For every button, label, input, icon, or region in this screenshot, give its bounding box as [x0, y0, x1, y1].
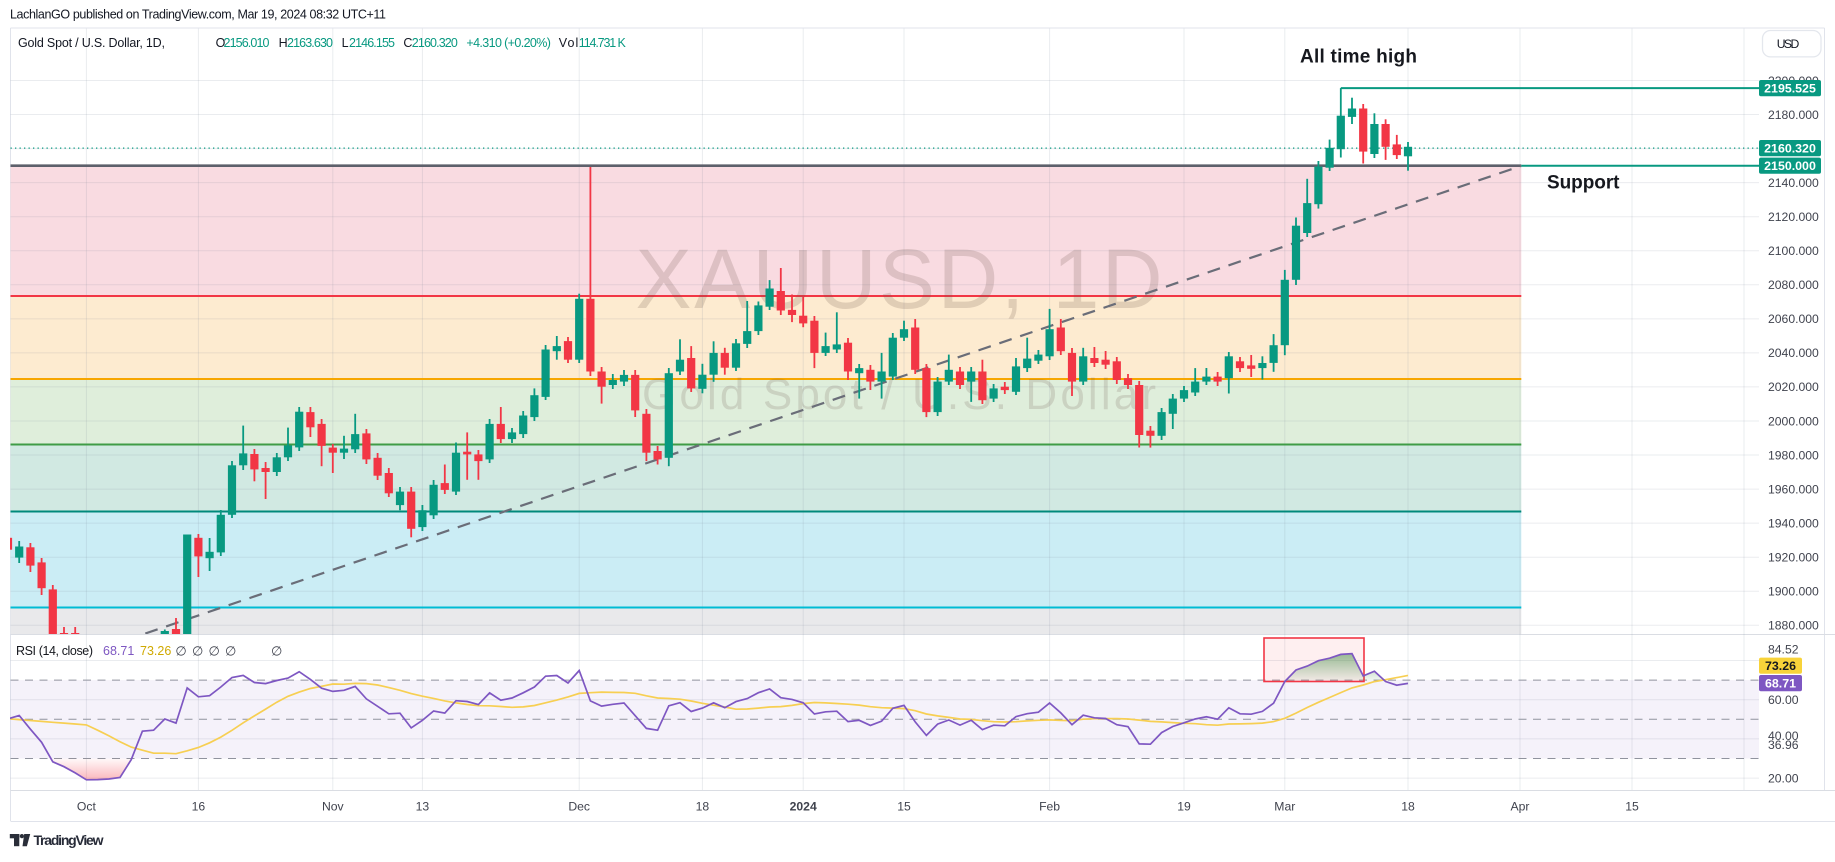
svg-text:2150.000: 2150.000 — [1764, 159, 1816, 173]
svg-text:18: 18 — [696, 800, 710, 814]
svg-text:84.52: 84.52 — [1768, 643, 1799, 657]
svg-text:Mar: Mar — [1274, 800, 1295, 814]
svg-text:40.00: 40.00 — [1768, 729, 1799, 743]
svg-text:H: H — [279, 36, 288, 50]
svg-text:2180.000: 2180.000 — [1768, 108, 1819, 122]
svg-text:All time high: All time high — [1300, 47, 1417, 68]
svg-text:C: C — [403, 36, 412, 50]
svg-text:XAUUSD, 1D: XAUUSD, 1D — [636, 232, 1163, 326]
svg-text:2040.000: 2040.000 — [1768, 346, 1819, 360]
svg-text:2156.010: 2156.010 — [224, 36, 270, 50]
svg-text:16: 16 — [192, 800, 206, 814]
svg-text:2160.320: 2160.320 — [412, 36, 458, 50]
svg-text:2160.320: 2160.320 — [1764, 142, 1816, 156]
svg-text:2120.000: 2120.000 — [1768, 210, 1819, 224]
svg-text:∅: ∅ — [271, 644, 282, 659]
svg-text:2163.630: 2163.630 — [287, 36, 333, 50]
svg-text:15: 15 — [897, 800, 911, 814]
svg-text:114.731 K: 114.731 K — [579, 36, 627, 50]
svg-text:2100.000: 2100.000 — [1768, 244, 1819, 258]
svg-text:∅: ∅ — [209, 644, 220, 659]
svg-text:Feb: Feb — [1039, 800, 1060, 814]
svg-text:1900.000: 1900.000 — [1768, 585, 1819, 599]
svg-text:20.00: 20.00 — [1768, 771, 1799, 785]
svg-text:2060.000: 2060.000 — [1768, 312, 1819, 326]
svg-text:68.71: 68.71 — [1765, 677, 1796, 691]
svg-text:68.71: 68.71 — [103, 644, 134, 658]
svg-text:Gold Spot / U.S. Dollar, 1D,: Gold Spot / U.S. Dollar, 1D, — [18, 36, 165, 50]
svg-text:2195.525: 2195.525 — [1764, 82, 1816, 96]
svg-text:2080.000: 2080.000 — [1768, 278, 1819, 292]
svg-text:O: O — [216, 36, 226, 50]
svg-text:∅: ∅ — [175, 644, 186, 659]
svg-text:1880.000: 1880.000 — [1768, 619, 1819, 633]
svg-text:18: 18 — [1401, 800, 1415, 814]
svg-text:L: L — [342, 36, 349, 50]
svg-text:1980.000: 1980.000 — [1768, 448, 1819, 462]
svg-text:TradingView: TradingView — [34, 832, 104, 848]
svg-text:15: 15 — [1625, 800, 1639, 814]
svg-text:1960.000: 1960.000 — [1768, 482, 1819, 496]
svg-text:2020.000: 2020.000 — [1768, 380, 1819, 394]
svg-text:13: 13 — [416, 800, 430, 814]
svg-text:1940.000: 1940.000 — [1768, 516, 1819, 530]
svg-text:∅: ∅ — [225, 644, 236, 659]
svg-text:2000.000: 2000.000 — [1768, 414, 1819, 428]
svg-text:Support: Support — [1547, 172, 1620, 193]
svg-text:Apr: Apr — [1511, 800, 1530, 814]
svg-text:73.26: 73.26 — [140, 644, 171, 658]
svg-text:73.26: 73.26 — [1765, 659, 1796, 673]
svg-text:36.96: 36.96 — [1768, 738, 1799, 752]
svg-text:1920.000: 1920.000 — [1768, 551, 1819, 565]
svg-text:60.00: 60.00 — [1768, 693, 1799, 707]
svg-text:+4.310 (+0.20%): +4.310 (+0.20%) — [466, 36, 551, 50]
svg-text:2140.000: 2140.000 — [1768, 176, 1819, 190]
svg-text:∅: ∅ — [192, 644, 203, 659]
svg-text:2024: 2024 — [790, 800, 817, 814]
svg-text:RSI (14, close): RSI (14, close) — [16, 644, 93, 658]
svg-text:LachlanGO published on Trading: LachlanGO published on TradingView.com, … — [10, 8, 386, 22]
svg-text:19: 19 — [1177, 800, 1191, 814]
svg-text:Nov: Nov — [322, 800, 345, 814]
svg-text:Vol: Vol — [559, 36, 579, 50]
svg-text:Oct: Oct — [77, 800, 97, 814]
svg-text:2146.155: 2146.155 — [349, 36, 395, 50]
svg-text:Dec: Dec — [568, 800, 590, 814]
svg-text:USD: USD — [1777, 37, 1800, 51]
